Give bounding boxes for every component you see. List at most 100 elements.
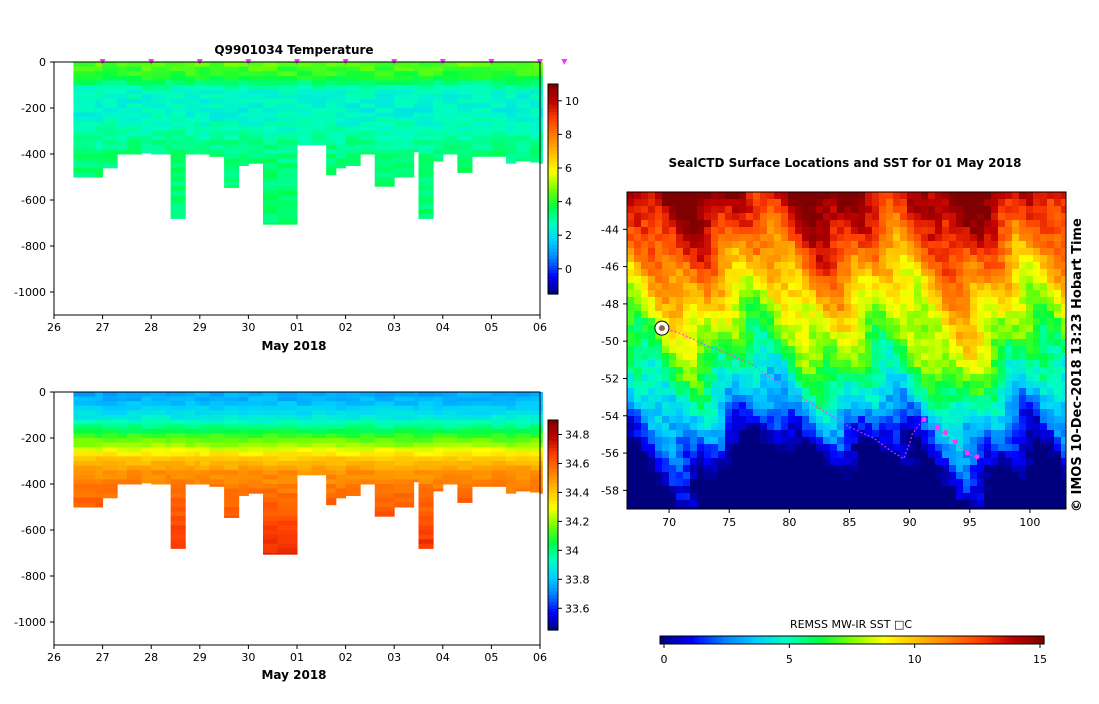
heatmap-cell	[195, 424, 200, 429]
heatmap-cell	[195, 99, 200, 104]
heatmap-cell	[433, 470, 443, 475]
colorbar-swatch	[548, 588, 558, 592]
sst-cell	[753, 465, 760, 472]
heatmap-cell	[491, 154, 506, 157]
sst-cell	[802, 465, 809, 472]
sst-cell	[648, 220, 655, 227]
heatmap-cell	[336, 461, 346, 466]
sst-cell	[837, 388, 844, 395]
sst-cell	[998, 416, 1005, 423]
sst-cell	[704, 213, 711, 220]
sst-cell	[802, 332, 809, 339]
sst-cell	[690, 353, 697, 360]
sst-cell	[865, 241, 872, 248]
sst-cell	[963, 367, 970, 374]
sst-cell	[802, 234, 809, 241]
sst-cell	[669, 332, 676, 339]
sst-cell	[956, 199, 963, 206]
sst-cell	[998, 297, 1005, 304]
sst-cell	[921, 192, 928, 199]
heatmap-cell	[375, 424, 395, 429]
heatmap-cell	[419, 420, 434, 425]
sst-cell	[648, 262, 655, 269]
sst-colorbar-swatch	[722, 636, 727, 644]
sst-cell	[683, 465, 690, 472]
sst-cell	[921, 367, 928, 374]
sst-cell	[725, 430, 732, 437]
sst-cell	[711, 444, 718, 451]
sst-cell	[865, 409, 872, 416]
sst-cell	[858, 206, 865, 213]
sst-cell	[963, 262, 970, 269]
sst-cell	[683, 241, 690, 248]
sst-cell	[627, 318, 634, 325]
heatmap-cell	[419, 461, 434, 466]
sst-cell	[837, 346, 844, 353]
sst-cell	[837, 311, 844, 318]
sst-cell	[746, 493, 753, 500]
sst-cell	[774, 339, 781, 346]
sst-cell	[648, 339, 655, 346]
heatmap-cell	[239, 159, 249, 164]
heatmap-cell	[210, 406, 225, 411]
sst-cell	[963, 227, 970, 234]
colorbar-swatch	[548, 452, 558, 456]
colorbar-swatch	[548, 480, 558, 484]
heatmap-cell	[506, 401, 516, 406]
lat-tick-label: -44	[601, 223, 619, 236]
sst-cell	[837, 374, 844, 381]
sst-cell	[795, 241, 802, 248]
sst-cell	[837, 381, 844, 388]
sst-cell	[844, 269, 851, 276]
heatmap-cell	[210, 103, 225, 108]
sst-cell	[816, 269, 823, 276]
sst-cell	[704, 458, 711, 465]
sst-cell	[704, 395, 711, 402]
sst-cell	[697, 248, 704, 255]
heatmap-cell	[326, 415, 336, 420]
profile-location	[953, 439, 958, 444]
heatmap-cell	[346, 420, 361, 425]
sst-cell	[928, 458, 935, 465]
sst-cell	[781, 451, 788, 458]
heatmap-cell	[506, 113, 516, 118]
sst-cell	[900, 423, 907, 430]
sst-cell	[760, 290, 767, 297]
sst-cell	[963, 423, 970, 430]
sst-cell	[1026, 500, 1033, 507]
sst-cell	[676, 500, 683, 507]
sst-cell	[802, 444, 809, 451]
sst-cell	[655, 192, 662, 199]
sst-cell	[830, 220, 837, 227]
sst-cell	[900, 262, 907, 269]
sst-cell	[823, 458, 830, 465]
heatmap-cell	[360, 145, 375, 150]
heatmap-cell	[457, 122, 472, 127]
heatmap-cell	[171, 103, 186, 108]
sst-cell	[816, 227, 823, 234]
heatmap-cell	[375, 438, 395, 443]
sst-cell	[942, 318, 949, 325]
sst-cell	[676, 227, 683, 234]
colorbar-swatch	[548, 438, 558, 442]
sst-cell	[746, 220, 753, 227]
heatmap-cell	[375, 67, 395, 72]
heatmap-cell	[360, 108, 375, 113]
sst-cell	[739, 192, 746, 199]
sst-cell	[914, 402, 921, 409]
heatmap-cell	[103, 126, 118, 131]
sst-cell	[942, 402, 949, 409]
colorbar-swatch	[548, 557, 558, 561]
sst-cell	[837, 304, 844, 311]
sst-cell	[1005, 206, 1012, 213]
sst-cell	[795, 234, 802, 241]
sst-cell	[907, 409, 914, 416]
heatmap-cell	[312, 466, 327, 471]
sst-cell	[739, 430, 746, 437]
sst-cell	[893, 353, 900, 360]
heatmap-cell	[278, 406, 298, 411]
sst-cell	[732, 241, 739, 248]
heatmap-cell	[141, 117, 151, 122]
sst-cell	[634, 318, 641, 325]
heatmap-cell	[263, 76, 278, 81]
